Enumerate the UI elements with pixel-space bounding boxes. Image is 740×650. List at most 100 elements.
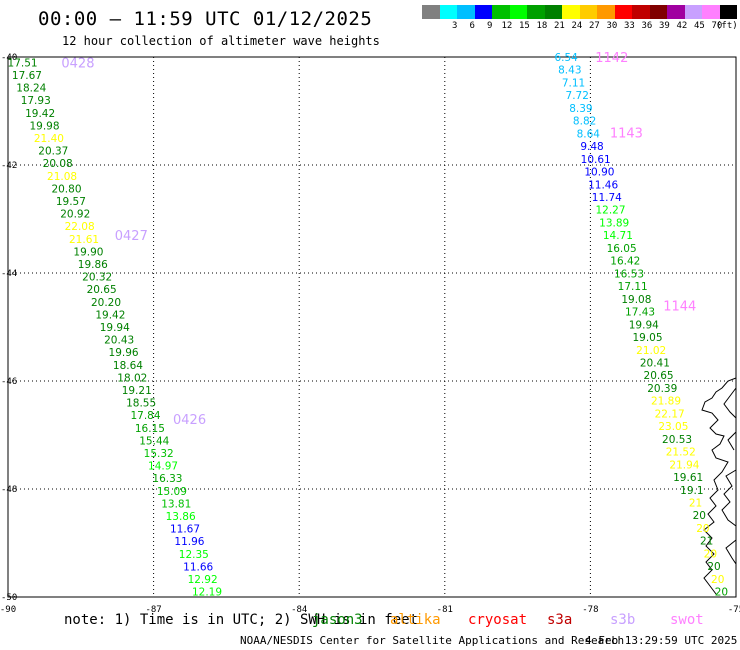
lon-tick-label: -90 xyxy=(0,605,16,615)
wave-height-value: 15.09 xyxy=(157,486,187,498)
wave-height-value: 20 xyxy=(707,561,720,573)
wave-height-value: 21.02 xyxy=(636,345,666,357)
wave-height-value: 21.61 xyxy=(69,234,99,246)
color-bin-label: 70 xyxy=(711,21,723,31)
color-bin-label: 12 xyxy=(501,21,513,31)
lat-tick-label: -50 xyxy=(1,593,17,603)
pass-time-label: 0428 xyxy=(61,56,94,71)
color-bin xyxy=(544,5,562,19)
wave-height-value: 11.66 xyxy=(183,561,213,573)
color-bin xyxy=(649,5,667,19)
wave-height-value: 20.80 xyxy=(51,183,81,195)
wave-height-value: 19.98 xyxy=(29,120,59,132)
page-subtitle: 12 hour collection of altimeter wave hei… xyxy=(62,34,380,48)
wave-height-value: 8.39 xyxy=(569,103,592,115)
wave-height-value: 19.61 xyxy=(673,472,703,484)
wave-height-value: 18.02 xyxy=(117,372,147,384)
lat-tick-label: -40 xyxy=(1,53,17,63)
wave-height-value: 21.08 xyxy=(47,171,77,183)
color-bin xyxy=(474,5,492,19)
wave-height-value: 16.15 xyxy=(135,423,165,435)
footer-credit: NOAA/NESDIS Center for Satellite Applica… xyxy=(240,634,625,647)
wave-height-value: 19.05 xyxy=(632,332,662,344)
wave-height-value: 11.46 xyxy=(588,179,618,191)
wave-height-value: 20 xyxy=(696,523,709,535)
color-bin-label: 33 xyxy=(624,21,635,31)
wave-height-value: 7.11 xyxy=(562,77,585,89)
wave-height-value: 11.74 xyxy=(592,192,622,204)
color-bin-label: 39 xyxy=(659,21,670,31)
lat-tick-label: -46 xyxy=(1,377,17,387)
wave-height-value: 20 xyxy=(711,574,724,586)
wave-height-value: 18.64 xyxy=(113,360,143,372)
color-bin-label: 9 xyxy=(487,21,493,31)
wave-height-value: 21.94 xyxy=(669,459,699,471)
wave-height-value: 19.86 xyxy=(78,259,108,271)
mission-jason3: jason3 xyxy=(312,612,363,628)
color-bin xyxy=(562,5,580,19)
wave-height-value: 14.97 xyxy=(148,461,178,473)
color-bin xyxy=(527,5,545,19)
wave-height-value: 13.89 xyxy=(599,217,629,229)
legend-note: note: 1) Time is in UTC; 2) SWH is in fe… xyxy=(64,612,419,628)
wave-height-value: 20.41 xyxy=(640,357,670,369)
wave-height-value: 15.32 xyxy=(144,448,174,460)
wave-height-value: 20.65 xyxy=(87,284,117,296)
wave-height-value: 17.84 xyxy=(130,410,160,422)
wave-height-value: 20 xyxy=(693,510,706,522)
lat-tick-label: -44 xyxy=(1,269,17,279)
color-bin xyxy=(667,5,685,19)
wave-height-value: 16.33 xyxy=(152,473,182,485)
color-bin xyxy=(702,5,720,19)
wave-height-value: 20.39 xyxy=(647,383,677,395)
wave-height-value: 14.71 xyxy=(603,230,633,242)
wave-height-value: 9.48 xyxy=(580,141,603,153)
wave-height-value: 20.53 xyxy=(662,434,692,446)
color-bin xyxy=(457,5,475,19)
pass-time-label: 1142 xyxy=(595,51,628,66)
wave-height-value: 19.08 xyxy=(621,294,651,306)
color-bin-label: 42 xyxy=(676,21,688,31)
wave-height-value: 22.17 xyxy=(655,408,685,420)
color-bin xyxy=(719,5,737,19)
wave-height-value: 22.08 xyxy=(65,221,95,233)
wave-height-value: 17.93 xyxy=(21,95,51,107)
wave-height-value: 19.42 xyxy=(25,108,55,120)
wave-height-value: 19.57 xyxy=(56,196,86,208)
wave-height-value: 15.44 xyxy=(139,435,169,447)
color-bin-label: 27 xyxy=(589,21,600,31)
wave-height-value: 12.19 xyxy=(192,587,222,599)
color-bin-label: 36 xyxy=(641,21,653,31)
wave-height-value: 17.51 xyxy=(8,57,38,69)
mission-altika: altika xyxy=(390,612,441,628)
wave-height-value: 20.92 xyxy=(60,209,90,221)
wave-height-value: 12.35 xyxy=(179,549,209,561)
wave-height-value: 19.96 xyxy=(109,347,139,359)
color-bin-label: 24 xyxy=(571,21,583,31)
wave-height-value: 20.08 xyxy=(43,158,73,170)
wave-height-value: 20.43 xyxy=(104,335,134,347)
color-bin-label: 45 xyxy=(694,21,705,31)
pass-time-label: 1143 xyxy=(610,127,643,142)
wave-height-value: 16.53 xyxy=(614,268,644,280)
wave-height-value: 16.42 xyxy=(610,256,640,268)
pass-time-label: 1144 xyxy=(663,299,696,314)
wave-height-value: 19.42 xyxy=(95,309,125,321)
lat-tick-label: -48 xyxy=(1,485,17,495)
color-bin-label: 15 xyxy=(519,21,530,31)
color-bin xyxy=(597,5,615,19)
lon-tick-label: -81 xyxy=(437,605,453,615)
wave-height-value: 13.86 xyxy=(166,511,196,523)
pass-time-label: 0427 xyxy=(115,229,148,244)
color-bin-label: 3 xyxy=(452,21,458,31)
lon-tick-label: -75 xyxy=(728,605,740,615)
pass-time-label: 0426 xyxy=(173,413,206,428)
wave-height-value: 20.37 xyxy=(38,146,68,158)
color-bin-label: 6 xyxy=(469,21,475,31)
color-bin xyxy=(422,5,440,19)
lat-tick-label: -42 xyxy=(1,161,17,171)
wave-height-value: 20.32 xyxy=(82,272,112,284)
coastline xyxy=(701,377,737,595)
